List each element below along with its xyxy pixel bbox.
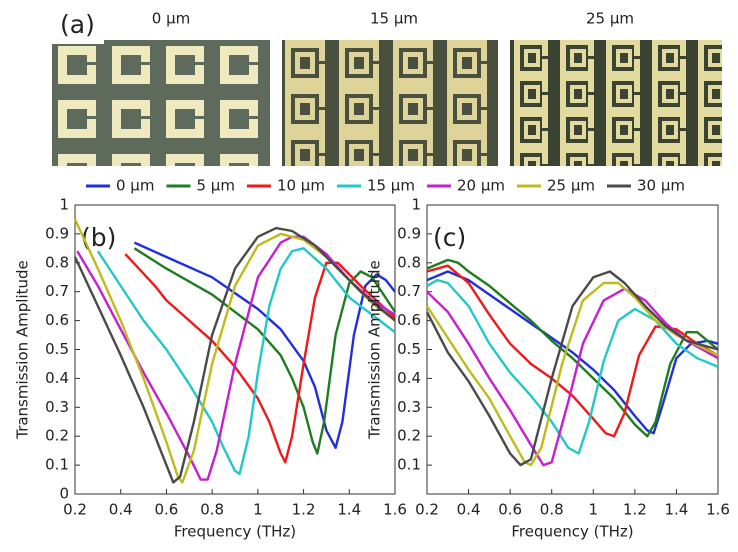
y-tick-label: 1 — [411, 196, 421, 214]
micrograph — [510, 40, 722, 166]
x-tick-label: 1.4 — [664, 501, 688, 519]
panel-label: (c) — [433, 223, 466, 252]
y-tick-label: 0.3 — [45, 398, 69, 416]
series-line — [124, 253, 396, 464]
label-box — [574, 4, 646, 34]
series-line — [426, 270, 719, 435]
x-tick-label: 1.4 — [337, 501, 361, 519]
panel-label: (a) — [60, 10, 95, 39]
y-axis-title: Transmission Amplitude — [366, 260, 384, 440]
x-tick-label: 0.4 — [109, 501, 133, 519]
series-line — [425, 270, 719, 467]
legend-label: 25 μm — [547, 177, 595, 195]
x-tick-label: 0.6 — [498, 501, 522, 519]
series-line — [96, 247, 396, 475]
y-tick-label: 0.7 — [45, 282, 69, 300]
legend: 0 μm 5 μm 10 μm 15 μm 20 μm 25 μm 30 μm — [86, 177, 685, 195]
image-label: 25 μm — [586, 10, 634, 28]
legend-label: 15 μm — [367, 177, 415, 195]
x-tick-label: 0.8 — [540, 501, 564, 519]
y-tick-label: 0.4 — [45, 369, 69, 387]
x-axis-title: Frequency (THz) — [174, 523, 296, 541]
micrograph — [282, 40, 498, 166]
x-tick-label: 1 — [589, 501, 599, 519]
x-tick-label: 0.4 — [457, 501, 481, 519]
y-tick-label: 0.5 — [45, 340, 69, 358]
micrograph — [52, 40, 270, 166]
y-tick-label: 0.3 — [397, 398, 421, 416]
y-tick-label: 0.1 — [45, 456, 69, 474]
y-tick-label: 0.5 — [397, 340, 421, 358]
x-tick-label: 0.8 — [200, 501, 224, 519]
y-tick-label: 0.9 — [397, 224, 421, 242]
y-tick-label: 0.2 — [397, 427, 421, 445]
legend-label: 10 μm — [277, 177, 325, 195]
x-tick-label: 0.6 — [154, 501, 178, 519]
y-tick-label: 0.6 — [397, 311, 421, 329]
y-tick-label: 0.1 — [397, 456, 421, 474]
label-box — [52, 4, 104, 44]
y-tick-label: 0.9 — [45, 224, 69, 242]
legend-label: 0 μm — [116, 177, 154, 195]
legend-label: 5 μm — [196, 177, 234, 195]
series-line — [133, 247, 397, 455]
x-tick-label: 1 — [253, 501, 263, 519]
series-line — [426, 287, 719, 467]
x-tick-label: 0.2 — [63, 501, 87, 519]
y-tick-label: 0.7 — [397, 282, 421, 300]
legend-label: 20 μm — [457, 177, 505, 195]
panel-label: (b) — [81, 223, 116, 252]
x-tick-label: 1.6 — [706, 501, 730, 519]
series-line — [76, 235, 396, 481]
plot-frame — [74, 204, 396, 495]
y-axis-title: Transmission Amplitude — [14, 260, 32, 440]
x-axis-title: Frequency (THz) — [511, 523, 633, 541]
image-label: 15 μm — [370, 10, 418, 28]
y-tick-label: 0.8 — [397, 253, 421, 271]
y-tick-label: 1 — [59, 196, 69, 214]
y-tick-label: 0.2 — [45, 427, 69, 445]
y-tick-label: 0.6 — [45, 311, 69, 329]
x-tick-label: 1.6 — [383, 501, 407, 519]
series-line — [73, 226, 396, 484]
legend-label: 30 μm — [637, 177, 685, 195]
x-tick-label: 0.2 — [415, 501, 439, 519]
image-label: 0 μm — [152, 10, 190, 28]
series-line — [425, 281, 719, 467]
x-tick-label: 1.2 — [623, 501, 647, 519]
series-line — [426, 258, 719, 438]
label-box — [136, 4, 206, 34]
y-tick-label: 0 — [59, 485, 69, 503]
y-tick-label: 0.4 — [397, 369, 421, 387]
series-line — [73, 218, 396, 484]
label-box — [356, 4, 432, 34]
x-tick-label: 1.2 — [292, 501, 316, 519]
y-tick-label: 0.8 — [45, 253, 69, 271]
